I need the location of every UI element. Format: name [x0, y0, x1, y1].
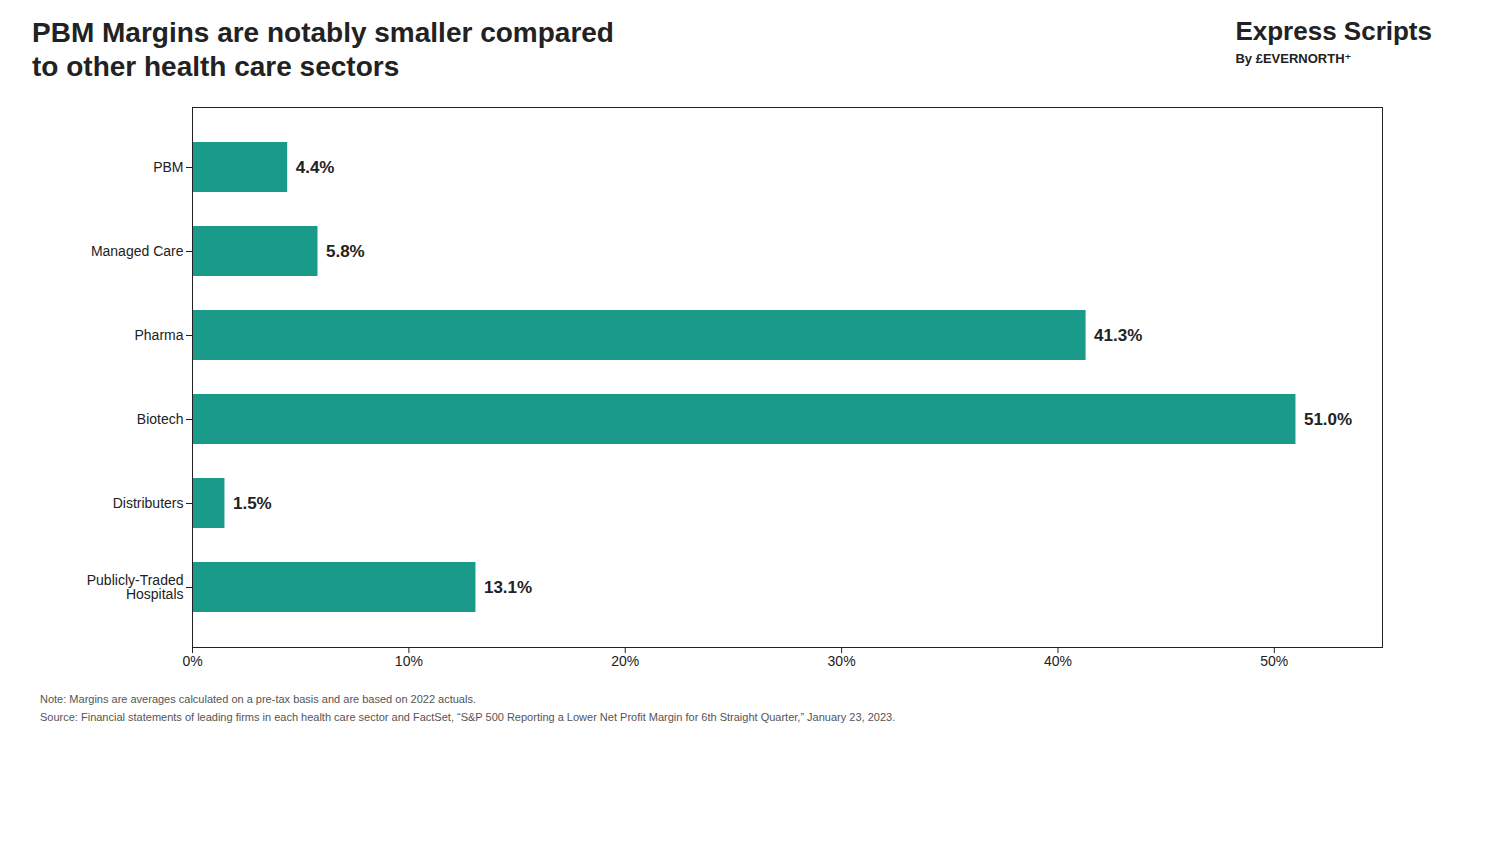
svg-text:PBM: PBM: [153, 159, 183, 175]
svg-text:50%: 50%: [1260, 654, 1288, 670]
svg-text:13.1%: 13.1%: [484, 578, 532, 597]
svg-text:10%: 10%: [395, 654, 423, 670]
svg-text:51.0%: 51.0%: [1304, 410, 1352, 429]
svg-text:Publicly-TradedHospitals: Publicly-TradedHospitals: [87, 572, 184, 602]
svg-text:20%: 20%: [611, 654, 639, 670]
html-text:PBM Margins are notably smalle: PBM Margins are notably smaller compared…: [32, 17, 614, 82]
html-text:Express Scripts: Express Scripts: [1235, 16, 1432, 46]
svg-text:Pharma: Pharma: [134, 327, 183, 343]
svg-text:40%: 40%: [1044, 654, 1072, 670]
html-text:By £EVERNORTH⁺: By £EVERNORTH⁺: [1235, 51, 1352, 66]
svg-text:Biotech: Biotech: [137, 411, 184, 427]
svg-text:Distributers: Distributers: [113, 495, 184, 511]
svg-text:30%: 30%: [828, 654, 856, 670]
html-text:Source: Financial statements o: Source: Financial statements of leading …: [40, 710, 896, 723]
svg-text:0%: 0%: [182, 654, 202, 670]
svg-text:Managed Care: Managed Care: [91, 243, 184, 259]
svg-text:4.4%: 4.4%: [296, 158, 335, 177]
svg-text:5.8%: 5.8%: [326, 242, 365, 261]
svg-text:1.5%: 1.5%: [233, 494, 272, 513]
html-text:Note: Margins are averages cal: Note: Margins are averages calculated on…: [40, 693, 476, 706]
svg-text:41.3%: 41.3%: [1094, 326, 1142, 345]
